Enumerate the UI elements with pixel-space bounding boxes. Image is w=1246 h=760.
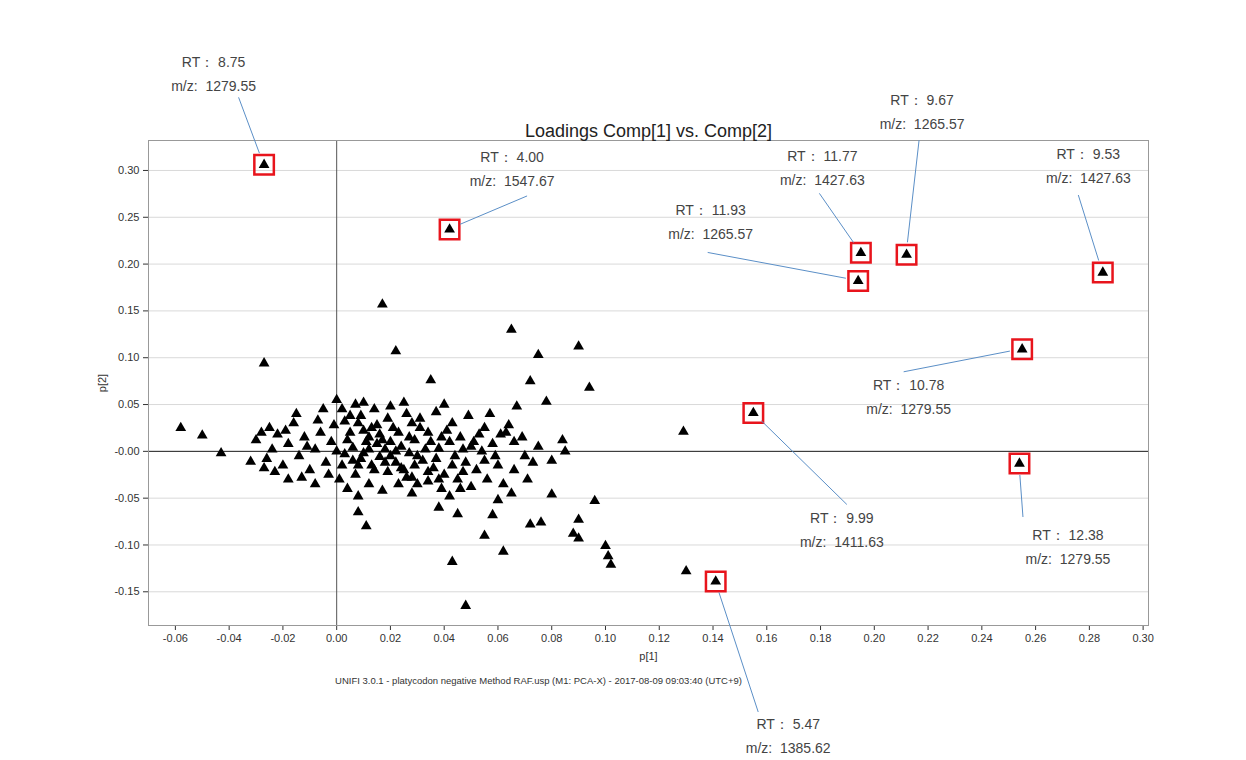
svg-text:RT： 9.53: RT： 9.53 xyxy=(1057,146,1121,162)
svg-text:-0.00: -0.00 xyxy=(114,445,139,457)
svg-text:m/z: 1279.55: m/z: 1279.55 xyxy=(171,78,256,94)
svg-text:RT： 11.93: RT： 11.93 xyxy=(676,202,747,218)
svg-text:RT： 12.38: RT： 12.38 xyxy=(1032,527,1104,543)
svg-text:RT： 4.00: RT： 4.00 xyxy=(480,149,544,165)
svg-text:RT： 8.75: RT： 8.75 xyxy=(182,54,246,70)
svg-text:-0.06: -0.06 xyxy=(163,632,188,644)
svg-text:-0.02: -0.02 xyxy=(270,632,295,644)
svg-text:m/z: 1427.63: m/z: 1427.63 xyxy=(780,172,865,188)
svg-text:m/z: 1411.63: m/z: 1411.63 xyxy=(800,534,884,550)
svg-text:0.05: 0.05 xyxy=(118,398,139,410)
svg-text:0.04: 0.04 xyxy=(433,632,454,644)
svg-text:p[2]: p[2] xyxy=(96,374,108,392)
svg-text:m/z: 1265.57: m/z: 1265.57 xyxy=(668,226,753,242)
svg-text:0.06: 0.06 xyxy=(487,632,508,644)
svg-text:0.12: 0.12 xyxy=(649,632,670,644)
svg-text:0.24: 0.24 xyxy=(971,632,992,644)
svg-text:0.28: 0.28 xyxy=(1079,632,1100,644)
svg-text:0.00: 0.00 xyxy=(326,632,347,644)
svg-text:m/z: 1279.55: m/z: 1279.55 xyxy=(1026,551,1111,567)
svg-text:0.20: 0.20 xyxy=(118,258,139,270)
svg-text:RT： 5.47: RT： 5.47 xyxy=(756,716,820,732)
svg-text:0.02: 0.02 xyxy=(380,632,401,644)
svg-text:0.15: 0.15 xyxy=(118,304,139,316)
svg-text:0.30: 0.30 xyxy=(118,164,139,176)
svg-text:0.22: 0.22 xyxy=(917,632,938,644)
svg-text:-0.04: -0.04 xyxy=(217,632,242,644)
svg-text:0.08: 0.08 xyxy=(541,632,562,644)
svg-text:RT： 9.67: RT： 9.67 xyxy=(890,92,954,108)
svg-text:0.25: 0.25 xyxy=(118,211,139,223)
svg-text:0.18: 0.18 xyxy=(810,632,831,644)
svg-text:RT： 10.78: RT： 10.78 xyxy=(873,377,945,393)
svg-text:-0.05: -0.05 xyxy=(114,492,139,504)
svg-text:0.10: 0.10 xyxy=(118,351,139,363)
svg-text:RT： 11.77: RT： 11.77 xyxy=(787,148,858,164)
svg-text:-0.15: -0.15 xyxy=(114,585,139,597)
svg-text:0.26: 0.26 xyxy=(1025,632,1046,644)
svg-text:m/z: 1279.55: m/z: 1279.55 xyxy=(866,401,951,417)
svg-text:m/z: 1547.67: m/z: 1547.67 xyxy=(470,173,555,189)
svg-text:0.20: 0.20 xyxy=(864,632,885,644)
svg-text:0.16: 0.16 xyxy=(756,632,777,644)
svg-text:m/z: 1265.57: m/z: 1265.57 xyxy=(880,116,965,132)
svg-text:0.14: 0.14 xyxy=(702,632,723,644)
svg-text:-0.10: -0.10 xyxy=(114,538,139,550)
svg-text:UNIFI 3.0.1 - platycodon negat: UNIFI 3.0.1 - platycodon negative Method… xyxy=(335,675,742,686)
svg-text:RT： 9.99: RT： 9.99 xyxy=(810,510,874,526)
svg-text:0.30: 0.30 xyxy=(1132,632,1153,644)
svg-text:0.10: 0.10 xyxy=(595,632,616,644)
svg-text:m/z: 1385.62: m/z: 1385.62 xyxy=(746,740,831,756)
svg-text:m/z: 1427.63: m/z: 1427.63 xyxy=(1046,170,1131,186)
svg-text:Loadings Comp[1] vs. Comp[2]: Loadings Comp[1] vs. Comp[2] xyxy=(525,121,772,141)
svg-text:p[1]: p[1] xyxy=(639,650,657,662)
